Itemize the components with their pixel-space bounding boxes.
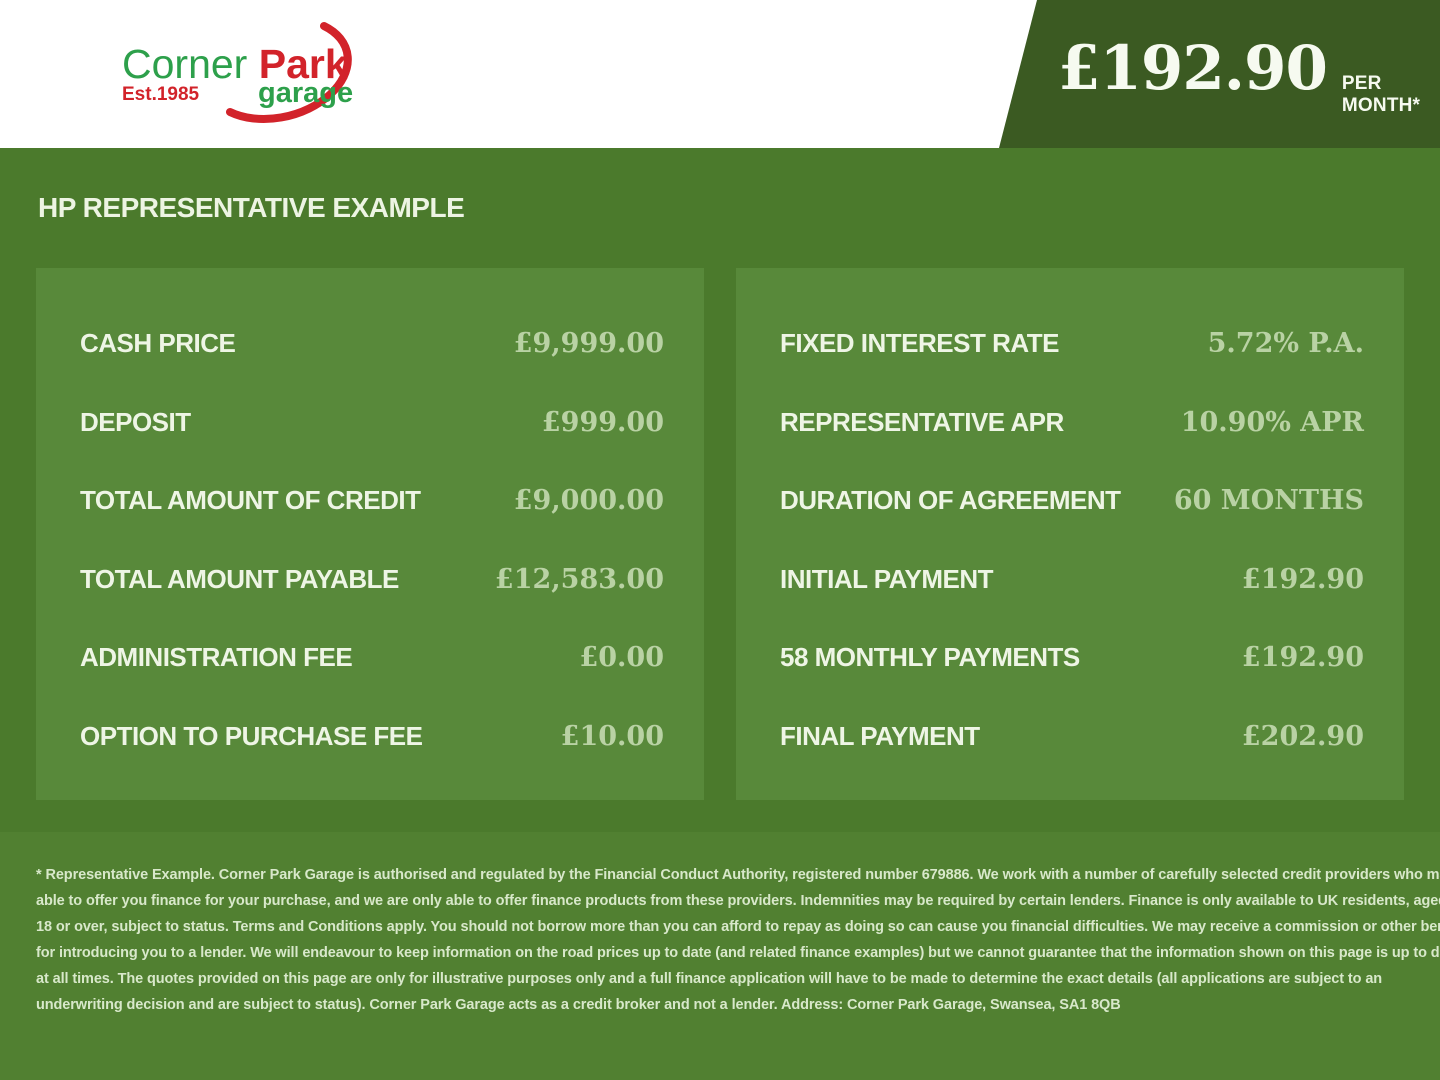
- logo-text-corner: Corner: [122, 41, 247, 87]
- logo-swoosh: [226, 22, 352, 123]
- disclaimer-line: able to offer you finance for your purch…: [36, 893, 1440, 909]
- row-value: £202.90: [1241, 720, 1364, 752]
- finance-row-admin-fee: ADMINISTRATION FEE £0.00: [80, 642, 664, 673]
- disclaimer-line: underwriting decision and are subject to…: [36, 997, 1121, 1013]
- disclaimer-line: * Representative Example. Corner Park Ga…: [36, 867, 1440, 883]
- row-label: TOTAL AMOUNT PAYABLE: [80, 563, 399, 594]
- monthly-price-banner: £192.90 PER MONTH*: [999, 0, 1440, 148]
- logo-text-garage: garage: [258, 77, 353, 109]
- finance-row-monthly-payments: 58 MONTHLY PAYMENTS £192.90: [780, 642, 1364, 673]
- row-value: 60 MONTHS: [1173, 485, 1364, 517]
- row-value: £9,999.00: [513, 328, 664, 359]
- finance-panels: CASH PRICE £9,999.00 DEPOSIT £999.00 TOT…: [36, 268, 1404, 800]
- row-label: CASH PRICE: [80, 328, 236, 358]
- disclaimer-line: for introducing you to a lender. We will…: [36, 945, 1440, 961]
- disclaimer-line: 18 or over, subject to status. Terms and…: [36, 919, 1440, 935]
- row-value: £0.00: [579, 642, 664, 674]
- disclaimer-line: at all times. The quotes provided on thi…: [36, 971, 1383, 987]
- row-value: £12,583.00: [494, 563, 664, 595]
- corner-park-garage-logo: Corner Park Est.1985 garage: [122, 22, 353, 123]
- row-label: OPTION TO PURCHASE FEE: [80, 720, 423, 751]
- finance-row-deposit: DEPOSIT £999.00: [80, 407, 664, 438]
- logo-established: Est.1985: [122, 84, 200, 105]
- row-value: £192.90: [1241, 642, 1364, 674]
- row-label: TOTAL AMOUNT OF CREDIT: [80, 485, 421, 516]
- finance-row-final-payment: FINAL PAYMENT £202.90: [780, 721, 1364, 752]
- row-label: FIXED INTEREST RATE: [780, 328, 1059, 358]
- finance-panel-left: CASH PRICE £9,999.00 DEPOSIT £999.00 TOT…: [36, 268, 704, 800]
- finance-row-interest-rate: FIXED INTEREST RATE 5.72% P.A.: [780, 328, 1364, 359]
- finance-panel-right: FIXED INTEREST RATE 5.72% P.A. REPRESENT…: [736, 268, 1404, 800]
- row-label: DEPOSIT: [80, 406, 191, 437]
- finance-row-total-credit: TOTAL AMOUNT OF CREDIT £9,000.00: [80, 485, 664, 516]
- finance-row-apr: REPRESENTATIVE APR 10.90% APR: [780, 407, 1364, 438]
- monthly-price-suffix: PER MONTH*: [1341, 73, 1421, 116]
- row-value: £10.00: [560, 720, 664, 752]
- finance-row-duration: DURATION OF AGREEMENT 60 MONTHS: [780, 485, 1364, 516]
- row-value: £9,000.00: [513, 485, 664, 517]
- finance-row-total-payable: TOTAL AMOUNT PAYABLE £12,583.00: [80, 564, 664, 595]
- legal-disclaimer: * Representative Example. Corner Park Ga…: [36, 862, 1440, 1018]
- row-label: INITIAL PAYMENT: [780, 563, 994, 594]
- row-label: REPRESENTATIVE APR: [780, 406, 1064, 437]
- page-title: HP REPRESENTATIVE EXAMPLE: [38, 192, 465, 223]
- finance-row-initial-payment: INITIAL PAYMENT £192.90: [780, 564, 1364, 595]
- logo-text-park: Park: [259, 41, 348, 87]
- row-value: £192.90: [1241, 563, 1364, 595]
- row-label: ADMINISTRATION FEE: [80, 642, 353, 673]
- row-label: DURATION OF AGREEMENT: [780, 485, 1121, 516]
- row-value: 5.72% P.A.: [1207, 328, 1364, 359]
- row-label: 58 MONTHLY PAYMENTS: [780, 642, 1080, 673]
- logo-wordmark: Corner Park: [122, 41, 348, 87]
- row-value: 10.90% APR: [1180, 406, 1364, 438]
- footer-band: * Representative Example. Corner Park Ga…: [0, 832, 1440, 1080]
- finance-row-cash-price: CASH PRICE £9,999.00: [80, 328, 664, 359]
- row-value: £999.00: [541, 406, 664, 438]
- finance-row-option-fee: OPTION TO PURCHASE FEE £10.00: [80, 721, 664, 752]
- row-label: FINAL PAYMENT: [780, 720, 980, 751]
- monthly-price: £192.90: [1058, 33, 1328, 104]
